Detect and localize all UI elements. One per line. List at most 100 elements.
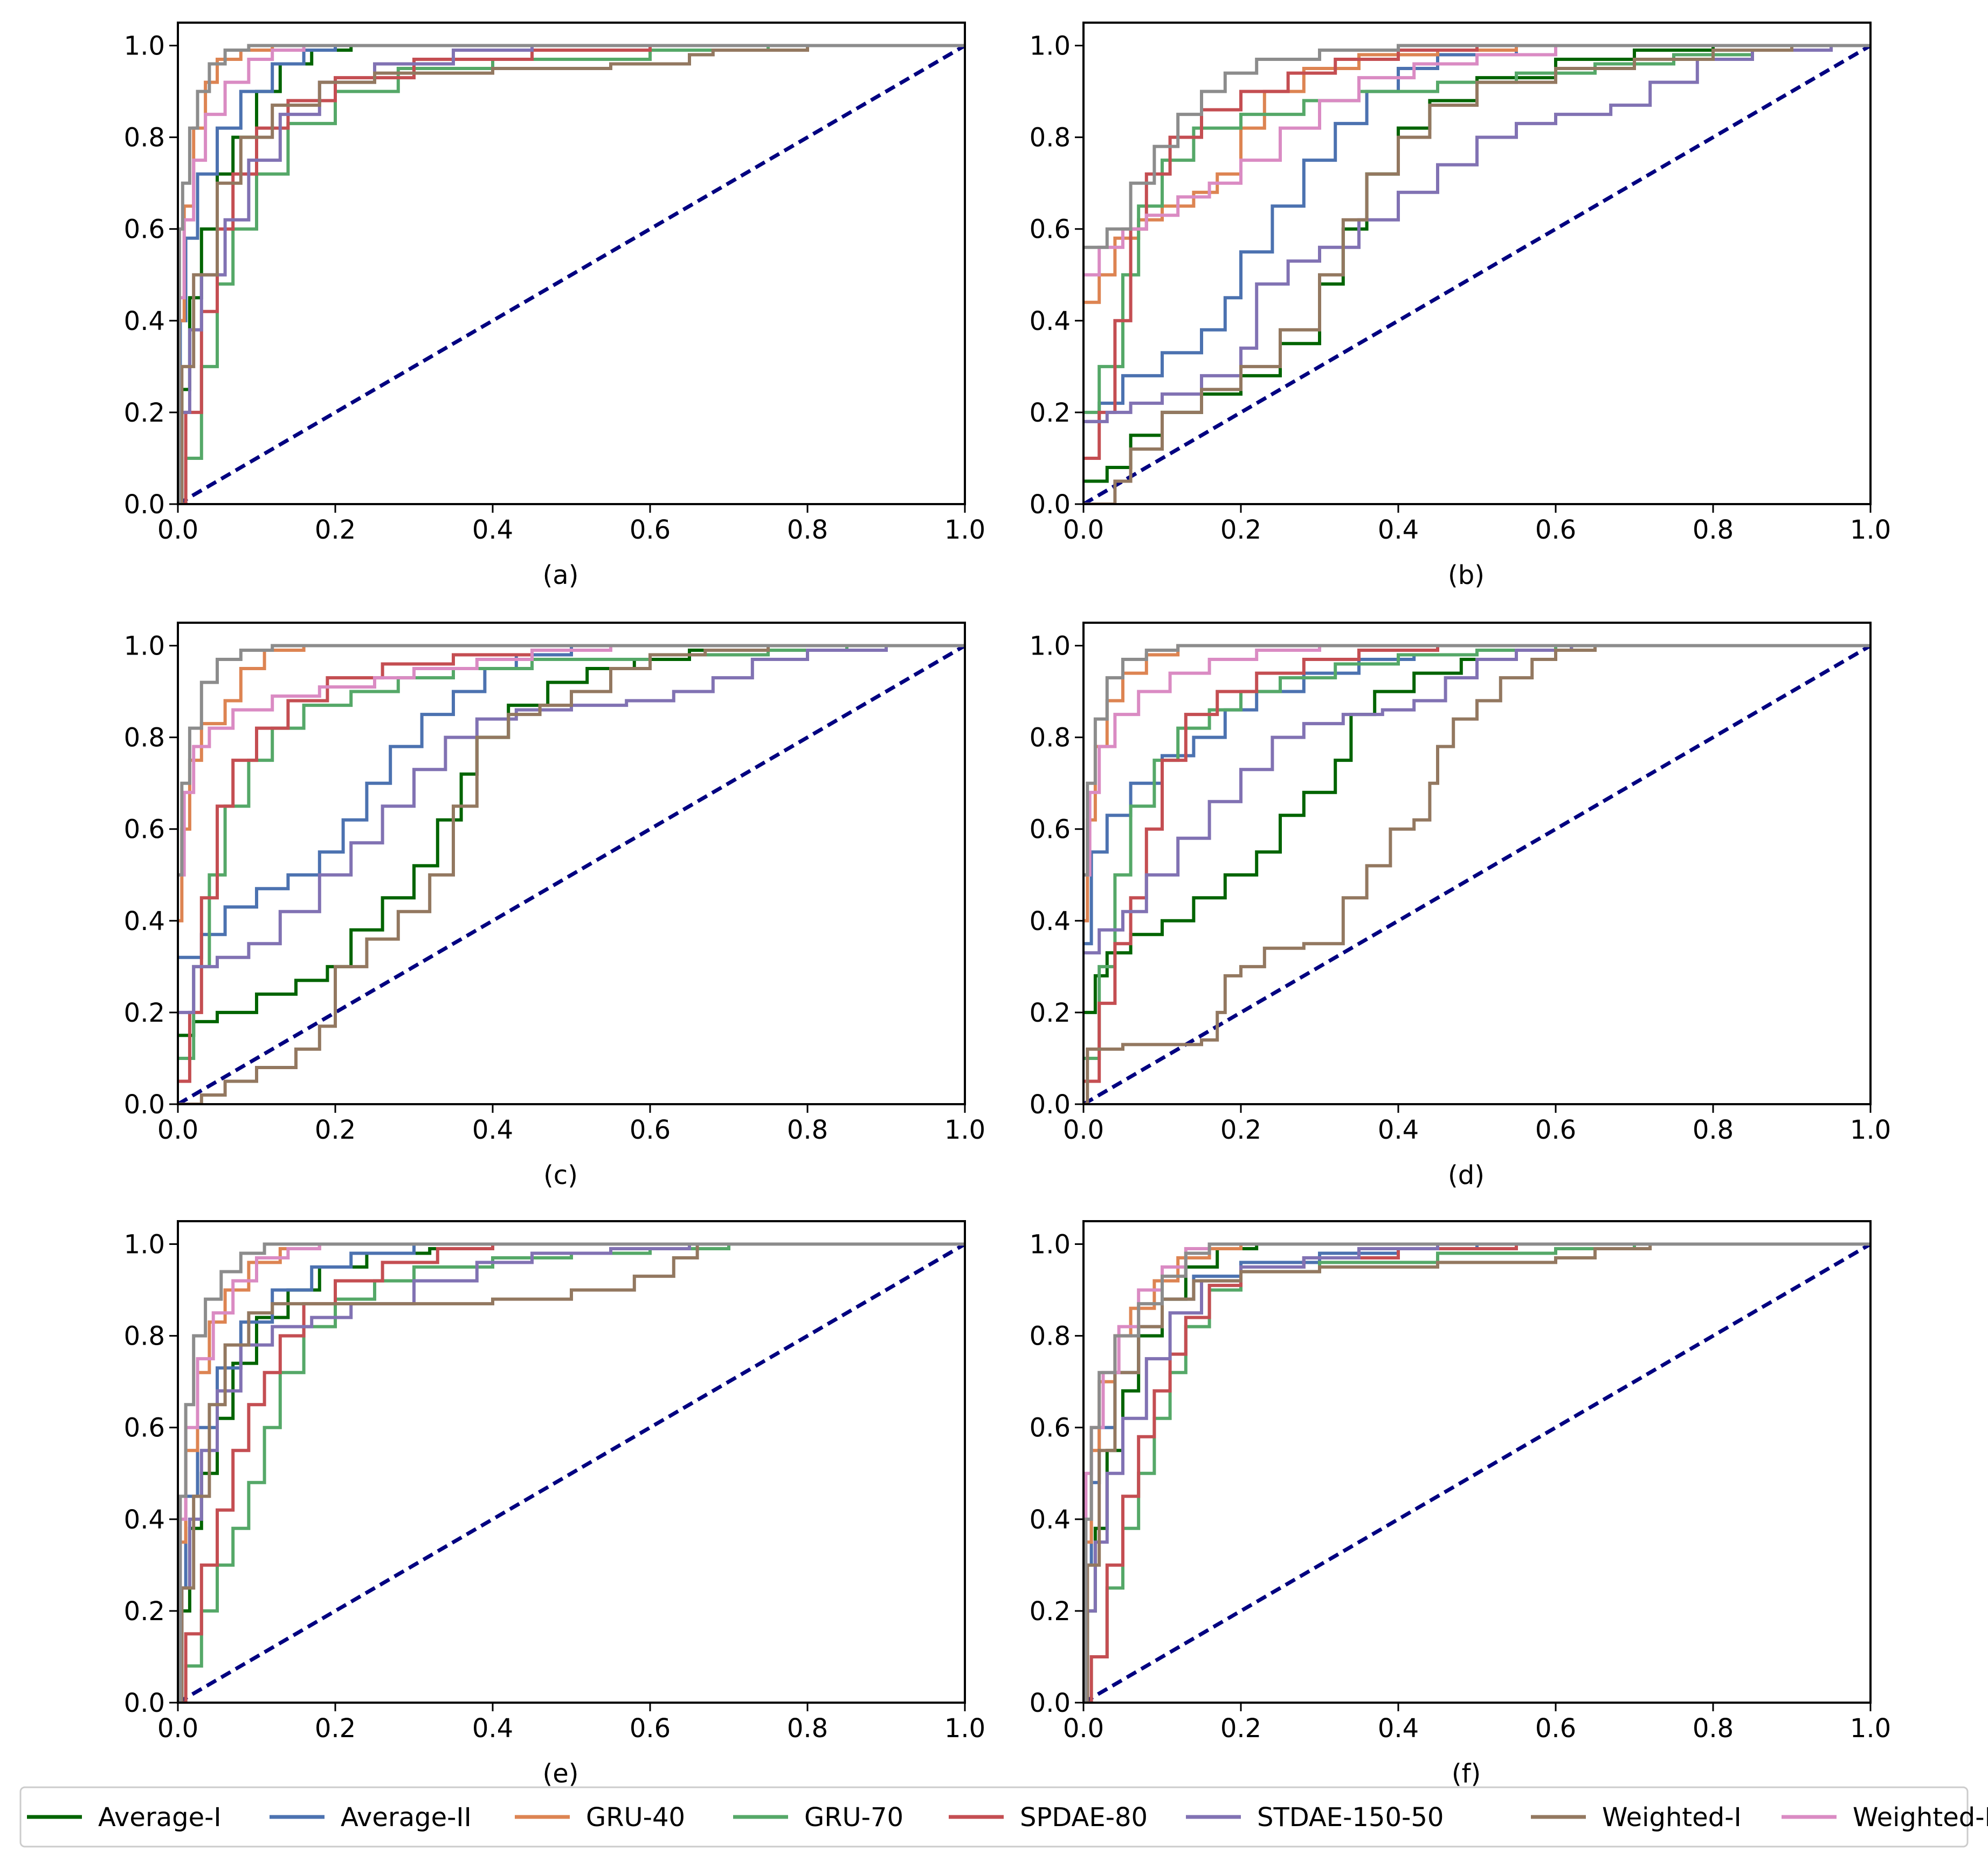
legend-label: STDAE-150-50 bbox=[1257, 1802, 1444, 1833]
axes-frame bbox=[177, 22, 966, 505]
x-tick-label: 0.2 bbox=[1220, 1115, 1261, 1145]
x-tick-label: 0.6 bbox=[1535, 1115, 1576, 1145]
legend-entry: STDAE-150-50 bbox=[1186, 1802, 1444, 1833]
y-tick-label: 0.6 bbox=[1030, 215, 1071, 245]
axes-frame bbox=[177, 622, 966, 1105]
chance-diagonal-line bbox=[1083, 644, 1870, 1104]
legend-entry: GRU-70 bbox=[733, 1802, 903, 1833]
panel-d: 0.0 0.2 0.4 0.6 0.8 1.0 0.0 0.2 0.4 0.6 0.8 1.0 (d) bbox=[1030, 622, 1891, 1190]
y-tick-label: 0.8 bbox=[1030, 723, 1071, 753]
plot-area bbox=[1083, 644, 1870, 1104]
y-tick-label: 1.0 bbox=[1030, 1230, 1071, 1260]
plot-area bbox=[178, 44, 965, 504]
x-tick-label: 0.4 bbox=[1378, 1713, 1419, 1744]
y-tick-label: 0.6 bbox=[1030, 815, 1071, 845]
chance-diagonal-line bbox=[1083, 1242, 1870, 1703]
y-tick-label: 0.2 bbox=[124, 998, 165, 1028]
x-tick-label: 0.6 bbox=[630, 1713, 671, 1744]
y-tick-label: 1.0 bbox=[124, 1230, 165, 1260]
legend-label: Weighted-II bbox=[1853, 1802, 1988, 1833]
x-tick-label: 0.2 bbox=[315, 1115, 356, 1145]
x-tick-label: 1.0 bbox=[944, 1713, 985, 1744]
legend-entry: Average-I bbox=[27, 1802, 222, 1833]
panel-label: (c) bbox=[543, 1160, 578, 1190]
y-tick-label: 0.8 bbox=[1030, 123, 1071, 153]
plot-area bbox=[178, 1242, 965, 1703]
series-weighted-ii bbox=[1083, 644, 1870, 877]
series-stdae-150-50 bbox=[178, 1242, 965, 1703]
legend-label: GRU-70 bbox=[804, 1802, 903, 1833]
x-tick-label: 0.4 bbox=[1378, 515, 1419, 545]
panel-label: (b) bbox=[1448, 560, 1485, 590]
chance-diagonal-line bbox=[1083, 44, 1870, 504]
legend-label: GRU-40 bbox=[586, 1802, 685, 1833]
x-tick-label: 0.8 bbox=[1693, 1713, 1734, 1744]
axes-frame bbox=[1082, 622, 1872, 1105]
series-average-ii bbox=[1083, 44, 1870, 423]
series-weighted-i bbox=[178, 44, 965, 504]
series-gru-40 bbox=[178, 644, 965, 922]
y-tick-label: 0.2 bbox=[1030, 398, 1071, 428]
panel-f: 0.0 0.2 0.4 0.6 0.8 1.0 0.0 0.2 0.4 0.6 0.8 1.0 (f) bbox=[1030, 1220, 1891, 1789]
series-unlabeled-gray bbox=[1083, 44, 1870, 249]
plot-area bbox=[1083, 1242, 1870, 1703]
y-tick-label: 0.8 bbox=[124, 123, 165, 153]
series-gru-70 bbox=[1083, 644, 1870, 1060]
plot-area bbox=[178, 644, 965, 1104]
legend-entry: Average-II bbox=[270, 1802, 472, 1833]
x-tick-label: 0.0 bbox=[157, 515, 198, 545]
x-tick-label: 0.8 bbox=[787, 515, 828, 545]
series-weighted-ii bbox=[178, 644, 965, 877]
y-tick-label: 0.0 bbox=[124, 1688, 165, 1718]
y-tick-label: 0.2 bbox=[1030, 1596, 1071, 1627]
x-tick-label: 0.8 bbox=[1693, 1115, 1734, 1145]
y-tick-label: 0.4 bbox=[1030, 906, 1071, 937]
series-stdae-150-50 bbox=[1083, 44, 1870, 423]
series-stdae-150-50 bbox=[178, 644, 965, 1014]
y-tick-label: 0.8 bbox=[1030, 1321, 1071, 1352]
y-tick-label: 0.0 bbox=[124, 1090, 165, 1120]
legend-label: Average-II bbox=[341, 1802, 472, 1833]
panel-label: (a) bbox=[543, 560, 579, 590]
series-weighted-i bbox=[178, 644, 965, 1104]
chance-diagonal-line bbox=[178, 1242, 965, 1703]
legend-entry: Weighted-I bbox=[1531, 1802, 1742, 1833]
y-tick-label: 0.6 bbox=[1030, 1413, 1071, 1443]
x-tick-label: 0.6 bbox=[1535, 515, 1576, 545]
series-weighted-i bbox=[1083, 1242, 1870, 1703]
x-tick-label: 0.0 bbox=[157, 1115, 198, 1145]
x-tick-label: 0.6 bbox=[630, 1115, 671, 1145]
y-tick-label: 0.2 bbox=[124, 398, 165, 428]
panel-b: 0.0 0.2 0.4 0.6 0.8 1.0 0.0 0.2 0.4 0.6 0.8 1.0 (b) bbox=[1030, 22, 1891, 590]
x-tick-label: 0.0 bbox=[1063, 1115, 1104, 1145]
series-weighted-i bbox=[1083, 44, 1870, 504]
plot-area bbox=[1083, 44, 1870, 504]
panel-a: 0.0 0.2 0.4 0.6 0.8 1.0 0.0 0.2 0.4 0.6 0.8 1.0 (a) bbox=[124, 22, 985, 590]
y-tick-label: 1.0 bbox=[124, 631, 165, 662]
legend-label: Average-I bbox=[98, 1802, 222, 1833]
x-tick-label: 0.4 bbox=[472, 1115, 513, 1145]
y-tick-label: 0.8 bbox=[124, 723, 165, 753]
series-stdae-150-50 bbox=[178, 44, 965, 504]
x-tick-label: 0.4 bbox=[1378, 1115, 1419, 1145]
x-tick-label: 0.6 bbox=[1535, 1713, 1576, 1744]
x-tick-label: 1.0 bbox=[1850, 1115, 1891, 1145]
series-unlabeled-gray bbox=[1083, 644, 1870, 877]
legend-label: SPDAE-80 bbox=[1020, 1802, 1148, 1833]
series-stdae-150-50 bbox=[1083, 644, 1870, 955]
panels: 0.0 0.2 0.4 0.6 0.8 1.0 0.0 0.2 0.4 0.6 0.8 1.0 (a) 0… bbox=[124, 22, 1891, 1789]
series-gru-40 bbox=[1083, 644, 1870, 922]
x-tick-label: 0.6 bbox=[630, 515, 671, 545]
series-weighted-ii bbox=[178, 1242, 965, 1703]
series-weighted-ii bbox=[178, 44, 965, 504]
chance-diagonal-line bbox=[178, 44, 965, 504]
legend-entry: SPDAE-80 bbox=[949, 1802, 1148, 1833]
x-tick-label: 1.0 bbox=[944, 1115, 985, 1145]
x-tick-label: 0.4 bbox=[472, 515, 513, 545]
series-unlabeled-gray bbox=[178, 1242, 965, 1703]
y-tick-label: 0.6 bbox=[124, 815, 165, 845]
x-tick-label: 0.2 bbox=[315, 515, 356, 545]
legend-entry: GRU-40 bbox=[515, 1802, 685, 1833]
y-tick-label: 0.8 bbox=[124, 1321, 165, 1352]
